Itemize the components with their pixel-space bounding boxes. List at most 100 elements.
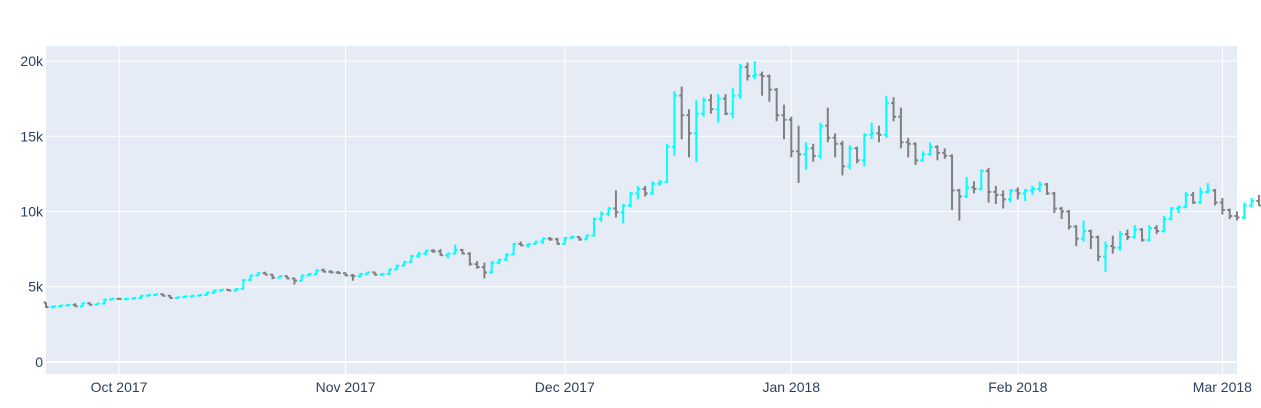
ohlc-bar	[1183, 191, 1189, 209]
ohlc-bar	[306, 272, 312, 277]
ohlc-bar	[722, 94, 729, 116]
ohlc-bar	[744, 62, 751, 81]
ohlc-bar	[364, 271, 371, 275]
ohlc-bar	[167, 294, 173, 300]
ohlc-bar	[459, 248, 466, 255]
ohlc-bar	[101, 298, 108, 305]
ohlc-bar	[649, 181, 656, 195]
ohlc-bar	[277, 275, 283, 279]
ohlc-bar	[408, 254, 414, 263]
ohlc-bar	[1117, 231, 1123, 251]
ohlc-bar	[1044, 182, 1050, 195]
ohlc-bar	[576, 236, 582, 241]
ohlc-bar	[1088, 229, 1094, 250]
ohlc-bar	[1081, 220, 1087, 242]
ohlc-bar	[591, 217, 597, 237]
ohlc-bar	[832, 133, 838, 158]
ohlc-bar	[737, 64, 743, 99]
ohlc-bar	[58, 304, 64, 308]
ohlc-bar	[430, 249, 436, 253]
ohlc-bar	[1139, 228, 1145, 242]
ohlc-bar	[269, 273, 276, 280]
ohlc-bar	[474, 261, 480, 269]
ohlc-bar	[1154, 225, 1160, 235]
ohlc-bar	[1234, 211, 1240, 221]
ohlc-bar	[949, 154, 955, 210]
ohlc-bar	[109, 297, 115, 301]
ohlc-bar	[569, 235, 575, 239]
ohlc-bar	[1241, 202, 1247, 220]
ohlc-bar	[847, 145, 853, 170]
ohlc-bar	[759, 71, 765, 96]
ohlc-bar	[204, 291, 210, 297]
ohlc-bar	[511, 242, 517, 256]
ohlc-bar	[1175, 205, 1182, 214]
ohlc-bar	[401, 260, 407, 267]
ohlc-bar	[343, 272, 349, 277]
ohlc-bar	[116, 297, 122, 301]
ohlc-bar	[489, 261, 495, 274]
ohlc-bar	[839, 140, 845, 176]
ohlc-bar	[620, 203, 626, 224]
ohlc-bar	[693, 100, 699, 162]
ohlc-bar	[357, 272, 363, 278]
ohlc-bar	[752, 61, 758, 80]
ohlc-bar	[503, 253, 509, 262]
ohlc-bar	[978, 169, 984, 191]
x-tick-label: Jan 2018	[762, 379, 820, 395]
ohlc-bar	[1007, 188, 1014, 203]
ohlc-bar	[160, 293, 166, 297]
ohlc-bar	[182, 295, 188, 299]
ohlc-bar	[598, 211, 604, 223]
ohlc-bar	[1073, 225, 1079, 247]
ohlc-bar	[817, 122, 824, 159]
ohlc-bar	[1249, 197, 1255, 207]
ohlc-bar	[532, 240, 539, 245]
ohlc-bar	[584, 234, 590, 241]
ohlc-bar	[131, 297, 137, 300]
ohlc-bar	[708, 94, 714, 114]
ohlc-bar	[861, 133, 867, 167]
ohlc-bar	[1219, 197, 1225, 215]
ohlc-bar	[189, 294, 195, 298]
ohlc-bar	[1124, 229, 1130, 241]
ohlc-bar	[876, 125, 882, 143]
ohlc-bar	[606, 206, 612, 217]
ohlc-bar	[1051, 191, 1057, 214]
ohlc-bar	[240, 278, 246, 290]
ohlc-bar	[613, 190, 619, 218]
ohlc-bar	[386, 268, 392, 275]
x-tick-label: Dec 2017	[535, 379, 595, 395]
x-tick-label: Mar 2018	[1193, 379, 1252, 395]
ohlc-bar	[313, 269, 319, 275]
ohlc-bar	[79, 302, 86, 308]
ohlc-bar	[701, 97, 707, 117]
ohlc-bar	[986, 167, 992, 203]
ohlc-bars	[43, 61, 1261, 309]
ohlc-bar	[423, 249, 429, 256]
ohlc-bar	[284, 275, 290, 280]
ohlc-bar	[94, 302, 100, 306]
ohlc-bar	[803, 142, 809, 170]
ohlc-bar	[1227, 208, 1233, 220]
ohlc-bar	[321, 268, 327, 273]
ohlc-bar	[1029, 185, 1035, 195]
ohlc-bar	[927, 142, 933, 156]
y-tick-label: 5k	[28, 279, 44, 295]
ohlc-bar	[920, 151, 926, 162]
ohlc-bar	[540, 237, 546, 244]
ohlc-bar	[153, 293, 159, 297]
ohlc-bar	[657, 179, 663, 186]
ohlc-bar	[218, 288, 224, 292]
ohlc-bar	[50, 305, 56, 309]
ohlc-bar	[226, 288, 232, 292]
ohlc-bar	[138, 294, 144, 300]
ohlc-bar	[671, 91, 677, 156]
ohlc-bar	[1146, 225, 1152, 242]
ohlc-bar	[1037, 181, 1043, 192]
ohlc-bar	[1000, 190, 1006, 209]
plot-background	[46, 46, 1237, 374]
ohlc-bar	[394, 264, 400, 271]
ohlc-bar	[1132, 225, 1138, 239]
